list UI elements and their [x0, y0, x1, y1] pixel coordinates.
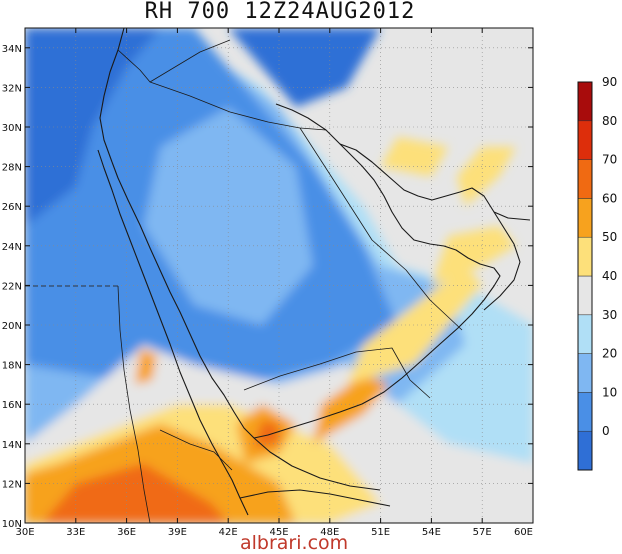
humidity-region-9 [41, 463, 229, 523]
lon-tick-label: 54E [422, 527, 441, 538]
lat-tick-label: 24N [2, 242, 22, 253]
colorbar-segment [577, 353, 593, 393]
lat-tick-label: 14N [2, 440, 22, 451]
humidity-region-12 [312, 374, 390, 444]
humidity-field [25, 28, 533, 523]
africa-red-sea-coast [97, 149, 249, 516]
colorbar-segment [577, 198, 593, 238]
axes: 10N 12N 14N 16N 18N 20N 22N 24N 26N 28N 30N 32N 34N 3… [2, 28, 534, 538]
colorbar-label: 10 [602, 385, 617, 399]
border-ethiopia [159, 429, 233, 471]
border-syria-jordan [117, 39, 231, 83]
lat-tick-label: 32N [2, 83, 22, 94]
colorbar-label: 90 [602, 75, 617, 89]
lat-tick-label: 10N [2, 519, 22, 530]
lon-tick-label: 48E [320, 527, 339, 538]
lat-tick-label: 28N [2, 163, 22, 174]
lon-tick-label: 42E [219, 527, 238, 538]
lat-tick-label: 12N [2, 479, 22, 490]
aden-gulf-coast [253, 437, 381, 491]
map-title: RH 700 12Z24AUG2012 [144, 0, 416, 24]
colorbar-segment [577, 275, 593, 316]
humidity-region-13 [346, 265, 483, 385]
colorbar-label: 50 [602, 230, 617, 244]
colorbar-label: 60 [602, 191, 617, 205]
horn-coast [239, 489, 391, 507]
colorbar-segment [577, 314, 593, 354]
graticule [25, 28, 533, 523]
humidity-region-3 [25, 28, 161, 226]
lon-tick-label: 57E [473, 527, 492, 538]
lon-tick-label: 36E [117, 527, 136, 538]
colorbar-frame [577, 81, 593, 471]
lat-tick-label: 26N [2, 202, 22, 213]
colorbar-label: 80 [602, 114, 617, 128]
lon-tick-label: 45E [269, 527, 288, 538]
colorbar-label: 40 [602, 269, 617, 283]
border-africa-interior [117, 285, 151, 523]
colorbar-segment [577, 236, 593, 277]
border-arabia-interior [299, 127, 463, 331]
lat-tick-label: 16N [2, 400, 22, 411]
lon-tick-label: 51E [371, 527, 390, 538]
lat-tick-label: 34N [2, 44, 22, 55]
arabian-peninsula-coast [111, 103, 501, 439]
oman-coast [483, 211, 521, 311]
colorbar-label: 30 [602, 308, 617, 322]
lat-tick-label: 20N [2, 321, 22, 332]
lat-tick-label: 30N [2, 123, 22, 134]
humidity-region-4 [228, 28, 381, 108]
lon-tick-label: 33E [66, 527, 85, 538]
border-yemen [243, 347, 431, 399]
lon-tick-label: 60E [514, 527, 533, 538]
colorbar-segment [577, 430, 593, 471]
colorbar-label: 0 [602, 424, 610, 438]
credit-text: albrari.com [240, 532, 349, 554]
colorbar-label: 20 [602, 347, 617, 361]
lon-tick-label: 39E [168, 527, 187, 538]
humidity-region-15 [456, 146, 517, 207]
humidity-region-14 [431, 226, 517, 286]
humidity-region-11 [253, 420, 279, 448]
humidity-region-16 [135, 348, 158, 385]
colorbar-segment [577, 392, 593, 432]
colorbar-segment [577, 120, 593, 160]
border-iraq-saudi [149, 81, 327, 131]
coastlines-and-borders [25, 28, 531, 523]
colorbar-segment [577, 159, 593, 199]
lon-tick-label: 30E [15, 527, 34, 538]
colorbar-segment [577, 81, 593, 122]
persian-gulf-coast [339, 143, 531, 221]
colorbar: 0 10 20 30 40 50 60 70 80 90 [577, 75, 617, 471]
colorbar-label: 70 [602, 153, 617, 167]
lat-tick-label: 18N [2, 361, 22, 372]
lat-tick-label: 22N [2, 281, 22, 292]
